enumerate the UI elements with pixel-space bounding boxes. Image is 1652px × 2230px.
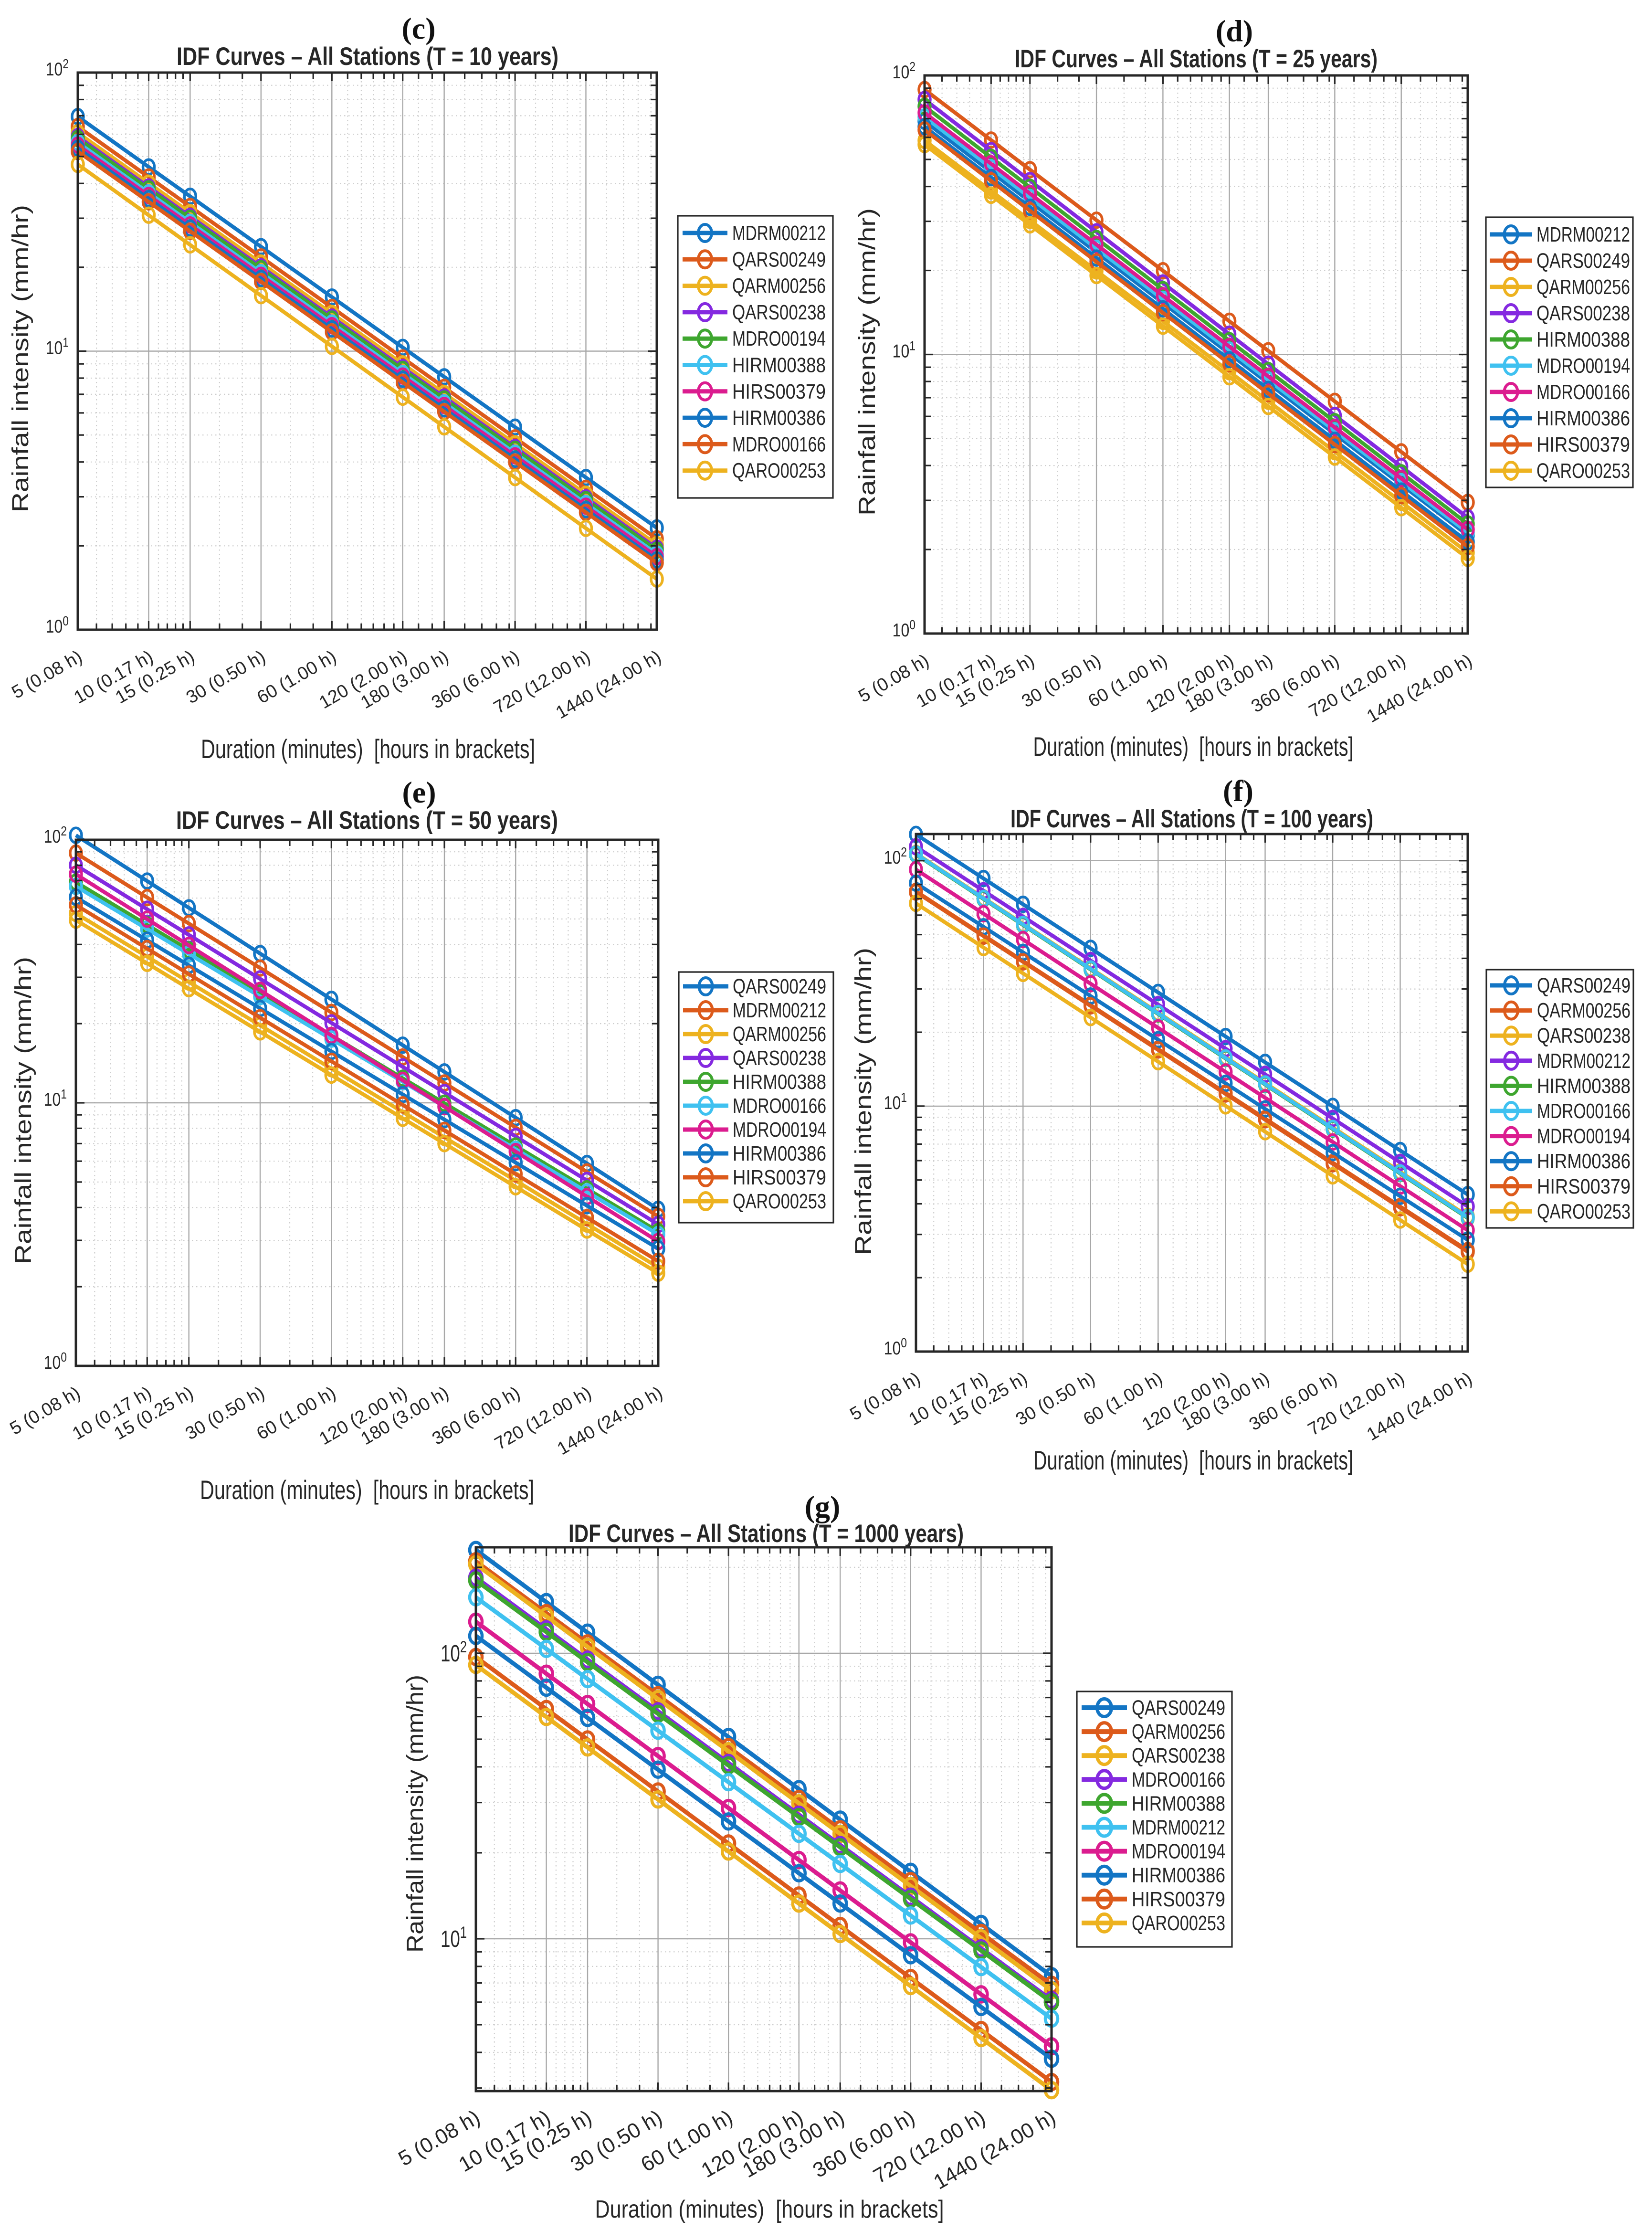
- svg-text:MDRO00166: MDRO00166: [1537, 1099, 1631, 1123]
- svg-text:Duration (minutes) [hours in: Duration (minutes) [hours in brackets]: [1033, 731, 1354, 761]
- svg-text:HIRS00379: HIRS00379: [1132, 1888, 1225, 1911]
- svg-text:QARO00253: QARO00253: [1132, 1912, 1225, 1935]
- svg-text:IDF Curves – All Stations (T =: IDF Curves – All Stations (T = 50 years): [176, 806, 558, 835]
- svg-text:MDRO00194: MDRO00194: [1536, 354, 1630, 378]
- svg-text:MDRM00212: MDRM00212: [732, 222, 826, 245]
- svg-text:QARO00253: QARO00253: [1536, 459, 1630, 483]
- svg-text:HIRM00386: HIRM00386: [1132, 1864, 1225, 1887]
- svg-text:MDRM00212: MDRM00212: [733, 999, 826, 1022]
- svg-text:HIRS00379: HIRS00379: [732, 380, 826, 403]
- svg-text:(e): (e): [402, 775, 436, 809]
- svg-text:IDF Curves – All Stations (T =: IDF Curves – All Stations (T = 100 years…: [1010, 805, 1373, 833]
- svg-text:QARS00249: QARS00249: [1132, 1696, 1225, 1720]
- svg-text:102: 102: [884, 845, 907, 868]
- svg-text:HIRM00388: HIRM00388: [732, 354, 826, 377]
- svg-text:HIRM00386: HIRM00386: [733, 1142, 826, 1165]
- svg-text:QARO00253: QARO00253: [732, 459, 826, 483]
- svg-text:QARM00256: QARM00256: [733, 1023, 826, 1046]
- svg-text:IDF Curves – All Stations (T =: IDF Curves – All Stations (T = 25 years): [1015, 45, 1378, 73]
- svg-text:QARM00256: QARM00256: [1537, 999, 1631, 1023]
- svg-text:HIRM00386: HIRM00386: [732, 406, 826, 430]
- svg-text:QARS00249: QARS00249: [732, 248, 826, 271]
- svg-text:102: 102: [893, 60, 915, 83]
- svg-text:QARS00249: QARS00249: [1537, 974, 1631, 997]
- svg-text:HIRM00386: HIRM00386: [1537, 1150, 1631, 1173]
- svg-text:MDRO00166: MDRO00166: [1536, 380, 1630, 404]
- svg-text:IDF Curves – All Stations (T =: IDF Curves – All Stations (T = 10 years): [177, 42, 558, 71]
- svg-text:MDRO00194: MDRO00194: [1537, 1125, 1631, 1148]
- svg-text:QARS00249: QARS00249: [1536, 249, 1630, 273]
- svg-text:HIRM00388: HIRM00388: [1132, 1792, 1225, 1815]
- svg-text:QARM00256: QARM00256: [732, 275, 826, 298]
- svg-text:MDRM00212: MDRM00212: [1536, 223, 1630, 246]
- svg-text:MDRO00194: MDRO00194: [732, 327, 826, 350]
- svg-text:(c): (c): [401, 11, 435, 45]
- svg-text:HIRM00388: HIRM00388: [1536, 328, 1630, 351]
- svg-text:Rainfall intensity (mm/hr): Rainfall intensity (mm/hr): [851, 948, 876, 1255]
- svg-text:MDRO00166: MDRO00166: [733, 1094, 826, 1118]
- svg-text:Rainfall intensity (mm/hr): Rainfall intensity (mm/hr): [855, 208, 880, 516]
- svg-text:MDRO00166: MDRO00166: [732, 433, 826, 456]
- svg-text:Duration (minutes) [hours in: Duration (minutes) [hours in brackets]: [1033, 1445, 1353, 1475]
- svg-text:QARS00238: QARS00238: [732, 301, 826, 324]
- svg-text:HIRM00386: HIRM00386: [1536, 407, 1630, 430]
- svg-text:HIRM00388: HIRM00388: [1537, 1074, 1631, 1098]
- svg-text:(f): (f): [1223, 774, 1253, 808]
- svg-text:QARS00238: QARS00238: [1536, 302, 1630, 325]
- svg-text:Duration (minutes) [hours in: Duration (minutes) [hours in brackets]: [201, 734, 535, 764]
- svg-text:MDRO00194: MDRO00194: [1132, 1840, 1225, 1863]
- svg-text:HIRS00379: HIRS00379: [1537, 1175, 1631, 1198]
- svg-text:Rainfall intensity (mm/hr): Rainfall intensity (mm/hr): [403, 1675, 428, 1953]
- svg-text:Duration (minutes) [hours in: Duration (minutes) [hours in brackets]: [200, 1475, 534, 1505]
- svg-text:101: 101: [44, 1087, 67, 1110]
- svg-text:102: 102: [46, 57, 69, 80]
- svg-text:QARO00253: QARO00253: [1537, 1200, 1631, 1223]
- svg-text:MDRO00166: MDRO00166: [1132, 1768, 1225, 1791]
- svg-text:QARS00249: QARS00249: [733, 975, 826, 998]
- svg-text:Rainfall intensity (mm/hr): Rainfall intensity (mm/hr): [11, 957, 36, 1264]
- svg-text:HIRS00379: HIRS00379: [1536, 433, 1630, 456]
- svg-text:HIRM00388: HIRM00388: [733, 1070, 826, 1094]
- svg-text:QARM00256: QARM00256: [1132, 1720, 1225, 1744]
- svg-text:MDRO00194: MDRO00194: [733, 1118, 826, 1141]
- svg-text:QARM00256: QARM00256: [1536, 275, 1630, 299]
- svg-text:HIRS00379: HIRS00379: [733, 1166, 826, 1189]
- svg-text:QARS00238: QARS00238: [1132, 1744, 1225, 1767]
- svg-text:QARS00238: QARS00238: [1537, 1024, 1631, 1047]
- svg-text:QARS00238: QARS00238: [733, 1046, 826, 1070]
- svg-text:IDF Curves – All Stations (T =: IDF Curves – All Stations (T = 1000 year…: [568, 1520, 964, 1548]
- svg-text:(d): (d): [1216, 14, 1253, 48]
- svg-text:MDRM00212: MDRM00212: [1132, 1816, 1225, 1839]
- svg-text:(g): (g): [805, 1490, 841, 1523]
- svg-text:Rainfall intensity (mm/hr): Rainfall intensity (mm/hr): [8, 205, 33, 512]
- svg-text:Duration (minutes) [hours in: Duration (minutes) [hours in brackets]: [595, 2196, 944, 2223]
- svg-text:MDRM00212: MDRM00212: [1537, 1049, 1631, 1073]
- svg-text:QARO00253: QARO00253: [733, 1190, 826, 1213]
